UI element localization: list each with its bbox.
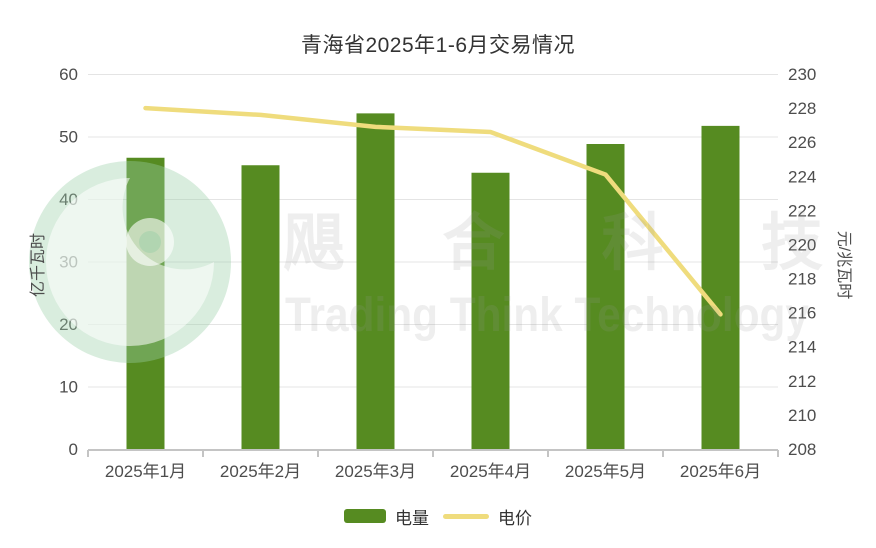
left-axis-tick-label: 10 xyxy=(59,378,78,397)
volume-legend-swatch-icon xyxy=(344,509,386,523)
legend-item-price[interactable]: 电价 xyxy=(443,504,532,529)
volume-bar xyxy=(356,113,395,449)
right-axis-tick-label: 228 xyxy=(788,99,816,118)
right-axis-tick-label: 210 xyxy=(788,406,816,425)
right-axis-tick-label: 226 xyxy=(788,133,816,152)
right-axis-tick-label: 224 xyxy=(788,167,816,186)
left-axis-name: 亿千瓦时 xyxy=(30,232,48,298)
x-category-label: 2025年4月 xyxy=(450,462,531,481)
chart-title: 青海省2025年1-6月交易情况 xyxy=(300,34,576,57)
right-axis-tick-label: 220 xyxy=(788,235,816,254)
legend-label-volume: 电量 xyxy=(395,508,429,528)
x-category-label: 2025年6月 xyxy=(680,462,761,481)
legend-item-volume[interactable]: 电量 xyxy=(344,504,429,529)
volume-bar xyxy=(586,144,625,449)
right-axis-tick-label: 230 xyxy=(788,65,816,84)
x-category-label: 2025年2月 xyxy=(220,462,301,481)
price-legend-swatch-icon xyxy=(443,513,489,519)
x-category-label: 2025年3月 xyxy=(335,462,416,481)
right-axis-name: 元/兆瓦时 xyxy=(835,230,853,300)
volume-bar xyxy=(471,172,510,449)
legend-label-price: 电价 xyxy=(498,508,532,528)
legend: 电量 电价 xyxy=(0,503,876,529)
left-axis-tick-label: 50 xyxy=(59,128,78,147)
right-axis-tick-label: 212 xyxy=(788,372,816,391)
watermark-logo-swirl xyxy=(46,178,214,346)
x-category-label: 2025年5月 xyxy=(565,462,646,481)
volume-bar xyxy=(241,165,280,449)
right-axis-tick-label: 208 xyxy=(788,440,816,459)
volume-bar xyxy=(701,125,740,449)
price-line xyxy=(143,105,723,317)
watermark-text-en: Trading Think Technology xyxy=(285,289,809,342)
right-axis-tick-label: 218 xyxy=(788,270,816,289)
x-category-label: 2025年1月 xyxy=(105,462,186,481)
right-axis-tick-label: 214 xyxy=(788,338,816,357)
right-axis-tick-label: 222 xyxy=(788,201,816,220)
watermark-logo-dot xyxy=(139,231,161,253)
left-axis-tick-label: 0 xyxy=(69,440,78,459)
left-axis-tick-label: 60 xyxy=(59,65,78,84)
right-axis-tick-label: 216 xyxy=(788,304,816,323)
